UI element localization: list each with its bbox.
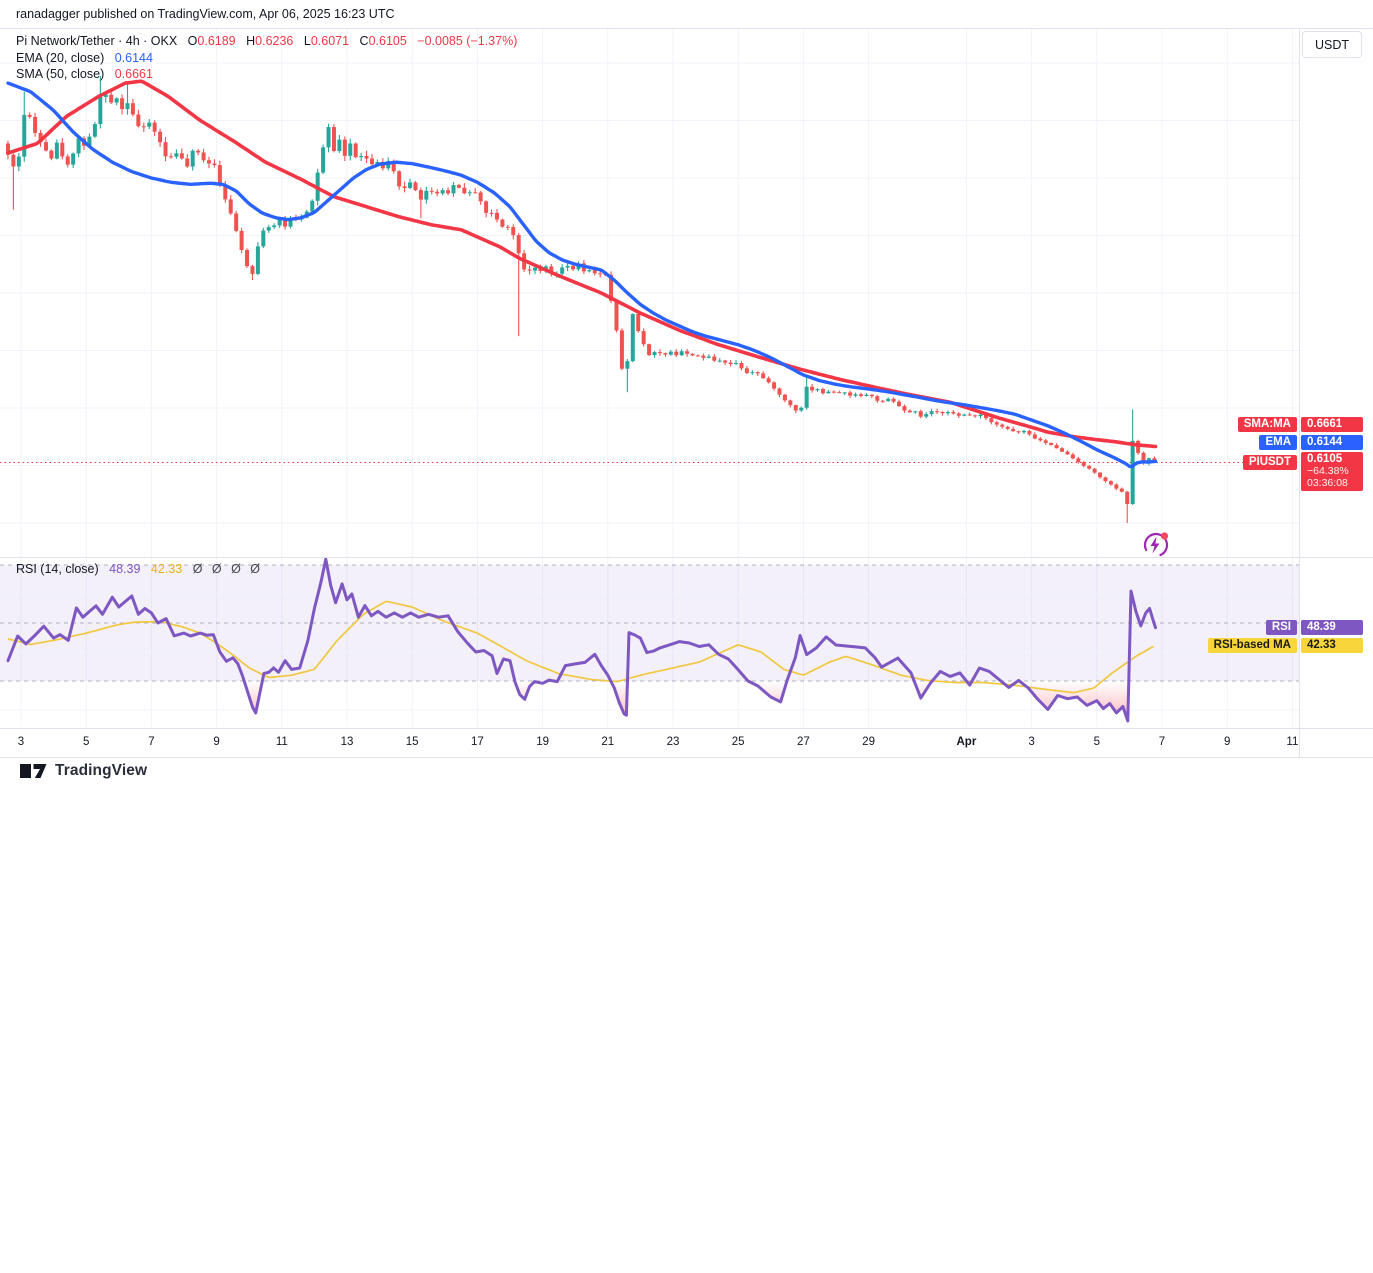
- open-label: O: [187, 34, 198, 48]
- time-axis-bottom-divider: [0, 757, 1373, 758]
- sma-indicator-label: SMA (50, close): [16, 67, 105, 81]
- ema-indicator-label: EMA (20, close): [16, 51, 105, 65]
- time-tick-label: 3: [17, 736, 25, 748]
- time-tick-label: 7: [1158, 736, 1166, 748]
- tradingview-logo-icon: [20, 763, 47, 778]
- sma-legend-row[interactable]: SMA (50, close) 0.6661: [16, 67, 153, 81]
- rsi-value-badge: 48.39: [1301, 620, 1363, 635]
- symbol-name-badge: PIUSDT: [1242, 455, 1297, 470]
- time-tick-label: Apr: [956, 736, 977, 748]
- open-value: 0.6189: [197, 34, 236, 48]
- time-tick-label: 27: [796, 736, 810, 748]
- published-attribution-line: ranadagger published on TradingView.com,…: [16, 7, 395, 21]
- sma-value-badge: 0.6661: [1301, 417, 1363, 432]
- high-label: H: [246, 34, 256, 48]
- ema-name-badge: EMA: [1259, 435, 1297, 450]
- time-tick-label: 23: [666, 736, 680, 748]
- time-axis-top-divider: [0, 728, 1373, 729]
- axis-separator: [1299, 29, 1300, 757]
- tradingview-logo[interactable]: TradingView: [20, 762, 147, 780]
- time-tick-label: 25: [731, 736, 745, 748]
- low-label: L: [303, 34, 311, 48]
- time-tick-label: 17: [470, 736, 484, 748]
- symbol-legend-row[interactable]: Pi Network/Tether · 4h · OKX O0.6189 H0.…: [16, 34, 517, 48]
- time-axis[interactable]: 3 5 7 9 11 13 15 17 19 21 23 25 27 29 Apr 3 5 7 9 11: [0, 728, 1299, 757]
- header-divider: [0, 28, 1373, 29]
- close-value: 0.6105: [368, 34, 407, 48]
- rsi-indicator-value: 48.39: [109, 562, 141, 576]
- rsi-name-badge: RSI: [1265, 620, 1297, 635]
- time-tick-label: 21: [601, 736, 615, 748]
- change-from-peak: −64.38%: [1307, 465, 1349, 477]
- price-chart-canvas[interactable]: [0, 29, 1299, 557]
- ema-legend-row[interactable]: EMA (20, close) 0.6144: [16, 51, 153, 65]
- rsi-legend-row[interactable]: RSI (14, close) 48.39 42.33 Ø Ø Ø Ø: [16, 562, 260, 576]
- time-tick-label: 13: [340, 736, 354, 748]
- close-label: C: [359, 34, 369, 48]
- time-tick-label: 5: [82, 736, 90, 748]
- low-value: 0.6071: [310, 34, 350, 48]
- boost-flash-icon[interactable]: [1141, 529, 1171, 559]
- pane-separator[interactable]: [0, 557, 1373, 558]
- time-tick-label: 29: [862, 736, 875, 748]
- time-tick-label: 5: [1093, 736, 1100, 748]
- symbol-title: Pi Network/Tether · 4h · OKX: [16, 34, 178, 48]
- rsi-ma-name-badge: RSI-based MA: [1207, 638, 1297, 653]
- high-value: 0.6236: [255, 34, 294, 48]
- bar-countdown: 03:36:08: [1307, 477, 1348, 489]
- tradingview-snapshot: { "header": { "published_line": "ranadag…: [0, 7, 1373, 780]
- ema-indicator-value: 0.6144: [114, 51, 153, 65]
- tradingview-brand-text: TradingView: [55, 762, 148, 779]
- time-tick-label: 15: [405, 736, 419, 748]
- last-price-badge: 0.6105 −64.38% 03:36:08: [1301, 452, 1363, 491]
- rsi-ma-value-badge: 42.33: [1301, 638, 1363, 653]
- rsi-indicator-label: RSI (14, close): [16, 562, 99, 576]
- time-tick-label: 11: [1286, 736, 1299, 748]
- rsi-ma-indicator-value: 42.33: [150, 562, 183, 576]
- rsi-chart-canvas[interactable]: [0, 558, 1299, 728]
- time-tick-label: 7: [148, 736, 155, 748]
- rsi-empty-args: Ø Ø Ø Ø: [192, 562, 260, 576]
- time-tick-label: 19: [536, 736, 549, 748]
- sma-name-badge: SMA:MA: [1237, 417, 1297, 432]
- time-tick-label: 9: [1223, 736, 1231, 748]
- last-price-value: 0.6105: [1307, 453, 1343, 465]
- ema-value-badge: 0.6144: [1301, 435, 1363, 450]
- currency-toggle-button[interactable]: USDT: [1302, 31, 1362, 58]
- time-tick-label: 9: [213, 736, 220, 748]
- time-tick-label: 3: [1028, 736, 1035, 748]
- time-tick-label: 11: [275, 736, 288, 748]
- change-value: −0.0085 (−1.37%): [417, 34, 518, 48]
- sma-indicator-value: 0.6661: [114, 67, 153, 81]
